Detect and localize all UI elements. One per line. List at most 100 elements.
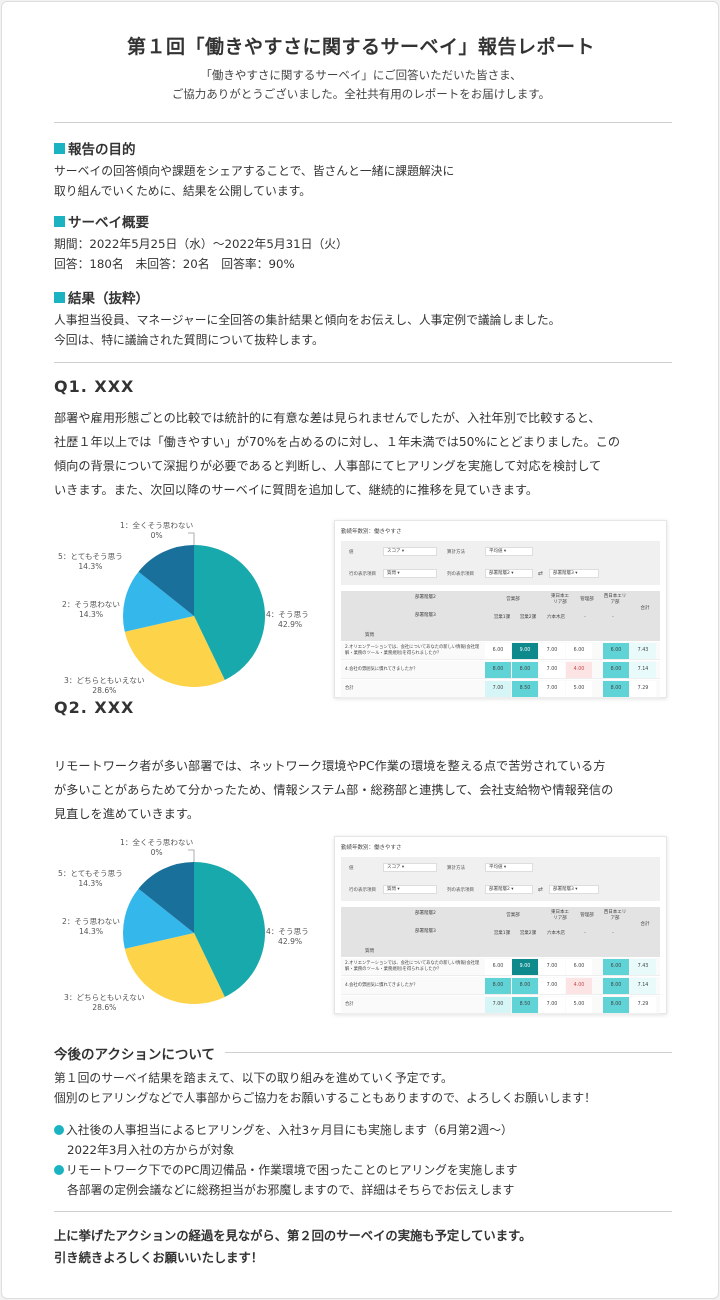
filter-select: 質問 ▾ bbox=[383, 569, 437, 578]
table-cell: 7.43 bbox=[630, 959, 656, 975]
pie-label-value: 14.3% bbox=[78, 562, 103, 571]
pie-label: 1：全くそう思わない 0% bbox=[120, 521, 193, 541]
header-sales1: 営業1課 bbox=[493, 615, 511, 620]
table-cell: 9.00 bbox=[512, 643, 538, 659]
action-item: リモートワーク下でのPC周辺備品・作業環境で困ったことのヒアリングを実施します … bbox=[54, 1160, 676, 1200]
pie-label: 5：とてもそう思う 14.3% bbox=[58, 552, 123, 572]
filter-select: 部署階層2 ▾ bbox=[485, 885, 533, 894]
pie-label-value: 28.6% bbox=[92, 686, 117, 695]
pie-label-category: 1：全くそう思わない bbox=[120, 838, 194, 847]
q1-body: 部署や雇用形態ごとの比較では統計的に有意な差は見られませんでしたが、入社年別で比… bbox=[54, 406, 676, 502]
square-bullet-icon bbox=[54, 142, 65, 154]
pie-label: 4：そう思う 42.9% bbox=[266, 927, 309, 947]
actions-line: 個別のヒアリングなどで人事部からご協力をお願いすることもありますので、よろしくお… bbox=[54, 1091, 596, 1105]
q2-pie-chart: 4：そう思う 42.9% 3：どちらともいえない 28.6% 2：そう思わない 14.3%… bbox=[54, 837, 324, 1017]
pie-slice bbox=[194, 545, 265, 680]
header-sales: 営業部 bbox=[506, 913, 520, 918]
header-dash: - bbox=[612, 931, 614, 936]
table-cell: 8.00 bbox=[512, 978, 538, 994]
q1-results-screenshot: 勤続年数別：働きやすさ値 スコア ▾ 算計方法 平均値 ▾ 行の表示項目 質問 ▾ 列の表示… bbox=[334, 520, 667, 698]
row-label: 4.会社の雰囲気に慣れてきましたか？ bbox=[345, 667, 418, 672]
pie-slice bbox=[123, 888, 194, 949]
pie-label-value: 14.3% bbox=[78, 610, 104, 619]
filter-label: 値 bbox=[349, 866, 354, 871]
header-dept3: 部署階層3 bbox=[415, 929, 436, 934]
header-total: 合計 bbox=[640, 922, 650, 927]
table-cell: 6.00 bbox=[485, 959, 511, 975]
pie-label: 5：とてもそう思う 14.3% bbox=[58, 869, 123, 889]
pie-svg bbox=[123, 849, 265, 1004]
pie-slice bbox=[123, 571, 194, 632]
pie-leader-line bbox=[188, 849, 195, 862]
header-dept2: 部署階層2 bbox=[415, 911, 436, 916]
header-roppongi: 六本木店 bbox=[547, 931, 565, 936]
results-line: 人事担当役員、マネージャーに全回答の集計結果と傾向をお伝えし、人事定例で議論しま… bbox=[54, 313, 561, 327]
table-cell: 7.00 bbox=[539, 978, 565, 994]
actions-line: 第１回のサーベイ結果を踏まえて、以下の取り組みを進めていく予定です。 bbox=[54, 1071, 453, 1085]
results-section: 結果（抜粋） 人事担当役員、マネージャーに全回答の集計結果と傾向をお伝えし、人事… bbox=[54, 287, 674, 350]
subtitle-line: ご協力ありがとうございました。全社共有用のレポートをお届けします。 bbox=[171, 87, 551, 101]
table-cell: 4.00 bbox=[566, 978, 592, 994]
table-cell: 7.29 bbox=[630, 681, 656, 697]
header-sales1: 営業1課 bbox=[493, 931, 511, 936]
pie-label-category: 5：とてもそう思う bbox=[58, 869, 123, 878]
action-item-sub: 各部署の定例会議などに総務担当がお邪魔しますので、詳細はそちらでお伝えします bbox=[67, 1183, 515, 1197]
results-line: 今回は、特に議論された質問について抜粋します。 bbox=[54, 333, 324, 347]
subtitle-line: 「働きやすさに関するサーベイ」にご回答いただいた皆さま、 bbox=[200, 68, 522, 82]
pie-label: 2：そう思わない 14.3% bbox=[62, 917, 120, 937]
filter-label: 列の表示項目 bbox=[447, 572, 474, 577]
header-question: 質問 bbox=[365, 633, 374, 638]
table-cell: 8.00 bbox=[485, 978, 511, 994]
row-label: 合計 bbox=[345, 686, 354, 691]
table-cell: 5.00 bbox=[566, 997, 592, 1013]
filter-select: 部署階層2 ▾ bbox=[485, 569, 533, 578]
header-sales2: 営業2課 bbox=[519, 615, 537, 620]
action-item: 入社後の人事担当によるヒアリングを、入社3ヶ月目にも実施します（6月第2週〜） … bbox=[54, 1120, 676, 1160]
row-label: 4.会社の雰囲気に慣れてきましたか？ bbox=[345, 983, 418, 988]
table-header-bg bbox=[341, 591, 660, 641]
action-item-text: 入社後の人事担当によるヒアリングを、入社3ヶ月目にも実施します（6月第2週〜） bbox=[66, 1123, 513, 1137]
filter-select: スコア ▾ bbox=[383, 863, 437, 872]
header-question: 質問 bbox=[365, 949, 374, 954]
pie-label-value: 14.3% bbox=[78, 879, 103, 888]
filter-select: 部署階層3 ▾ bbox=[549, 569, 599, 578]
q2-line: リモートワーク者が多い部署では、ネットワーク環境やPC作業の環境を整える点で苦労… bbox=[54, 759, 606, 773]
divider bbox=[54, 122, 672, 123]
table-cell: 8.50 bbox=[512, 997, 538, 1013]
header-dash: - bbox=[584, 931, 586, 936]
table-header-bg bbox=[341, 907, 660, 957]
pie-label-value: 0% bbox=[150, 848, 163, 857]
closing-line: 引き続きよろしくお願いいたします！ bbox=[54, 1251, 264, 1265]
header-mgmt: 管理部 bbox=[580, 597, 594, 602]
pie-label-category: 4：そう思う bbox=[266, 610, 309, 619]
swap-icon: ⇄ bbox=[538, 570, 544, 577]
table-cell: 7.43 bbox=[630, 643, 656, 659]
pie-slice bbox=[194, 862, 265, 997]
q1-line: 社歴１年以上では「働きやすい」が70%を占めるのに対し、１年未満では50%にとど… bbox=[54, 435, 621, 449]
pie-label: 1：全くそう思わない 0% bbox=[120, 838, 193, 858]
pie-svg bbox=[123, 532, 265, 687]
pie-slice bbox=[138, 862, 194, 933]
pie-label-category: 1：全くそう思わない bbox=[120, 521, 194, 530]
table-cell: 8.00 bbox=[603, 997, 629, 1013]
pie-label-category: 2：そう思わない bbox=[62, 600, 120, 609]
table-cell: 5.00 bbox=[566, 681, 592, 697]
pie-slice bbox=[138, 545, 194, 616]
row-label: 2.オリエンテーションでは、会社についてあなたの新しい情報(会社理解・業務のツー… bbox=[345, 645, 480, 656]
table-cell: 8.00 bbox=[603, 681, 629, 697]
table-cell: 8.00 bbox=[512, 662, 538, 678]
table-cell: 7.00 bbox=[539, 959, 565, 975]
table-cell: 7.00 bbox=[539, 643, 565, 659]
filter-select: 平均値 ▾ bbox=[485, 547, 533, 556]
table-cell: 6.00 bbox=[566, 643, 592, 659]
table-cell: 6.00 bbox=[603, 959, 629, 975]
pie-label: 4：そう思う 42.9% bbox=[266, 610, 309, 630]
screenshot-title: 勤続年数別：働きやすさ bbox=[341, 529, 402, 535]
table-cell: 6.00 bbox=[566, 959, 592, 975]
header-west: 西日本エリア部 bbox=[603, 910, 627, 921]
overview-line: 回答：180名 未回答：20名 回答率：90% bbox=[54, 257, 295, 271]
table-cell: 7.00 bbox=[485, 997, 511, 1013]
swap-icon: ⇄ bbox=[538, 886, 544, 893]
screenshot-title: 勤続年数別：働きやすさ bbox=[341, 845, 402, 851]
closing-line: 上に挙げたアクションの経過を見ながら、第２回のサーベイの実施も予定しています。 bbox=[54, 1229, 532, 1243]
